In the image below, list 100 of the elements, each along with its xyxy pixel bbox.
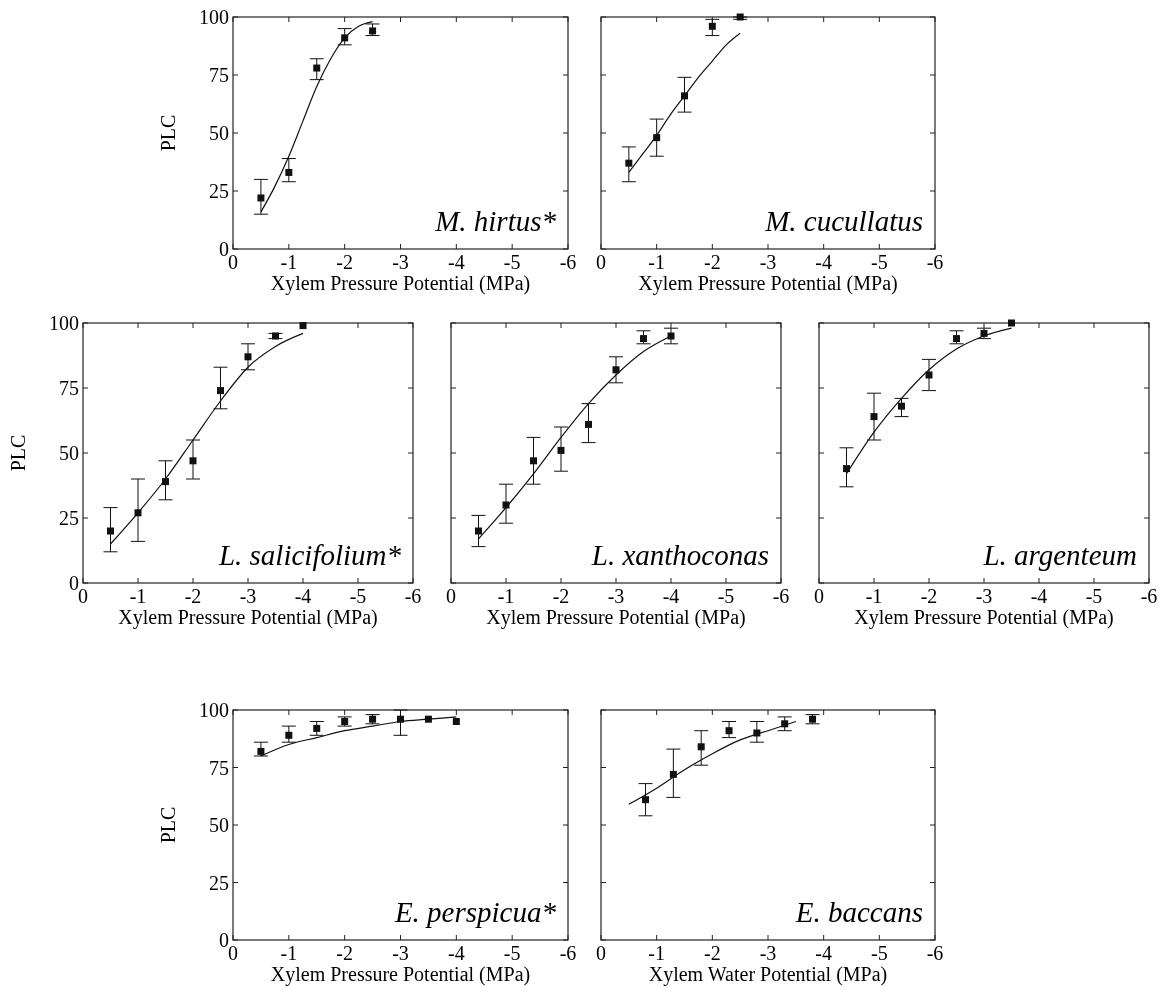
- x-axis-title: Xylem Pressure Potential (MPa): [638, 272, 898, 295]
- y-tick-label: 25: [209, 180, 229, 202]
- x-tick-label: -2: [336, 942, 353, 964]
- x-tick-label: -4: [1030, 585, 1048, 607]
- y-axis-title: PLC: [157, 806, 179, 844]
- x-tick-label: -4: [294, 585, 312, 607]
- point: [217, 387, 224, 395]
- x-tick-label: -4: [815, 942, 832, 964]
- x-tick-label: -3: [392, 251, 409, 273]
- x-tick-label: -3: [759, 942, 777, 964]
- annotation: M. hirtus*: [434, 205, 557, 237]
- point: [189, 457, 197, 465]
- point: [313, 64, 321, 72]
- x-tick-label: -6: [559, 251, 577, 273]
- point: [725, 727, 733, 735]
- point: [925, 371, 933, 379]
- x-tick-label: -3: [759, 251, 777, 273]
- x-tick-label: -3: [392, 942, 409, 964]
- point: [257, 194, 265, 202]
- point: [475, 527, 482, 535]
- x-tick-label: -2: [920, 585, 938, 607]
- x-axis-title: Xylem Pressure Potential (MPa): [270, 963, 531, 986]
- x-tick-label: -1: [648, 251, 665, 273]
- annotation: L. salicifolium*: [217, 539, 402, 571]
- x-tick-label: -4: [448, 251, 465, 273]
- y-axis-title: PLC: [7, 434, 29, 472]
- point: [612, 366, 620, 374]
- point: [244, 353, 252, 361]
- point: [257, 747, 265, 755]
- annotation: L. argenteum: [982, 539, 1137, 571]
- point: [697, 743, 705, 751]
- annotation: E. baccans: [794, 896, 923, 928]
- x-tick-label: -6: [1140, 585, 1158, 607]
- y-tick-label: 50: [209, 122, 229, 144]
- y-tick-label: 75: [209, 64, 229, 86]
- x-tick-label: -2: [704, 942, 721, 964]
- x-tick-label: -6: [772, 585, 790, 607]
- x-tick-label: -6: [926, 251, 944, 273]
- point: [107, 527, 114, 535]
- point: [625, 159, 633, 167]
- x-axis-title: Xylem Pressure Potential (MPa): [854, 606, 1114, 629]
- y-axis-title: PLC: [157, 114, 179, 152]
- point: [530, 457, 537, 465]
- point: [557, 446, 565, 454]
- x-tick-label: -2: [336, 251, 353, 273]
- y-tick-label: 75: [59, 377, 79, 399]
- point: [585, 420, 592, 428]
- x-tick-label: -6: [404, 585, 422, 607]
- x-tick-label: 0: [446, 585, 456, 607]
- x-tick-label: -5: [871, 251, 888, 273]
- point: [452, 718, 460, 725]
- point: [870, 413, 878, 421]
- x-axis-title: Xylem Pressure Potential (MPa): [486, 606, 746, 629]
- y-tick-label: 100: [199, 699, 229, 721]
- x-tick-label: -4: [815, 251, 832, 273]
- x-tick-label: -3: [607, 585, 625, 607]
- y-tick-label: 100: [199, 6, 229, 28]
- annotation: M. cucullatus: [764, 205, 923, 237]
- point: [369, 27, 377, 35]
- x-tick-label: -4: [448, 942, 465, 964]
- x-axis-title: Xylem Water Potential (MPa): [648, 963, 888, 986]
- annotation: L. xanthoconas: [590, 539, 769, 571]
- x-tick-label: -2: [552, 585, 570, 607]
- point: [285, 731, 293, 739]
- x-tick-label: -1: [280, 942, 298, 964]
- y-tick-label: 25: [209, 871, 229, 894]
- point: [953, 335, 960, 343]
- point: [642, 796, 650, 804]
- x-tick-label: -1: [129, 585, 147, 607]
- x-tick-label: -1: [648, 942, 665, 964]
- point: [1008, 319, 1015, 327]
- x-axis-title: Xylem Pressure Potential (MPa): [118, 606, 378, 629]
- point: [708, 22, 716, 30]
- point: [898, 402, 905, 410]
- x-tick-label: -5: [871, 942, 888, 964]
- x-tick-label: -6: [559, 942, 577, 964]
- y-tick-label: 25: [59, 507, 79, 529]
- point: [313, 724, 321, 732]
- x-tick-label: -3: [975, 585, 993, 607]
- x-axis-title: Xylem Pressure Potential (MPa): [270, 272, 531, 295]
- x-tick-label: -6: [926, 942, 944, 964]
- x-tick-label: -4: [662, 585, 680, 607]
- x-tick-label: -5: [349, 585, 367, 607]
- y-tick-label: 50: [59, 442, 79, 464]
- x-tick-label: -2: [184, 585, 202, 607]
- x-tick-label: -1: [280, 251, 298, 273]
- x-tick-label: -5: [503, 251, 521, 273]
- x-tick-label: -3: [239, 585, 257, 607]
- x-tick-label: -1: [497, 585, 515, 607]
- x-tick-label: 0: [814, 585, 824, 607]
- y-tick-label: 100: [49, 312, 79, 334]
- annotation: E. perspicua*: [393, 896, 557, 928]
- x-tick-label: 0: [596, 251, 606, 273]
- x-tick-label: -2: [704, 251, 721, 273]
- x-tick-label: -5: [503, 942, 521, 964]
- y-tick-label: 50: [209, 814, 229, 836]
- x-tick-label: 0: [596, 942, 606, 964]
- x-tick-label: -5: [1085, 585, 1103, 607]
- point: [667, 332, 675, 340]
- y-tick-label: 75: [209, 756, 229, 779]
